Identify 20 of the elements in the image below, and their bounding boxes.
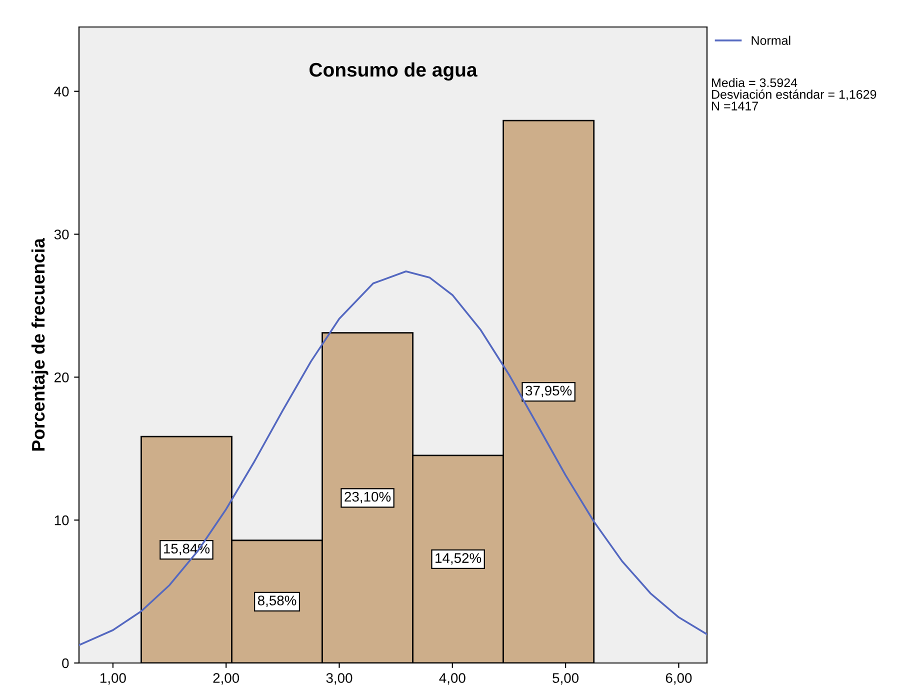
legend-label: Normal (752, 36, 790, 45)
y-tick-label: 40 (54, 86, 69, 96)
y-tick-label: 20 (54, 372, 69, 382)
y-tick-label: 0 (62, 658, 69, 668)
line-series (79, 270, 707, 646)
x-tick-label: 6,00 (666, 673, 692, 685)
text: Media = 3.5924 Desviación estándar = 1,1629 N =1417 (712, 78, 876, 110)
y-axis-title: Porcentaje de frecuencia (31, 238, 48, 451)
data-label: 14,52% (436, 553, 482, 565)
y-tick-label: 30 (54, 230, 69, 240)
text: Consumo de agua (310, 62, 478, 81)
data-label: 23,10% (344, 492, 391, 504)
x-tick-label: 2,00 (213, 673, 240, 685)
x-tick-label: 4,00 (439, 673, 466, 685)
data-label: 8,58% (258, 596, 296, 608)
x-tick-label: 1,00 (100, 673, 126, 685)
data-label: 37,95% (526, 386, 572, 398)
x-tick-label: 3,00 (326, 673, 352, 685)
x-tick-label: 5,00 (552, 673, 579, 685)
y-tick-label: 10 (54, 515, 69, 526)
